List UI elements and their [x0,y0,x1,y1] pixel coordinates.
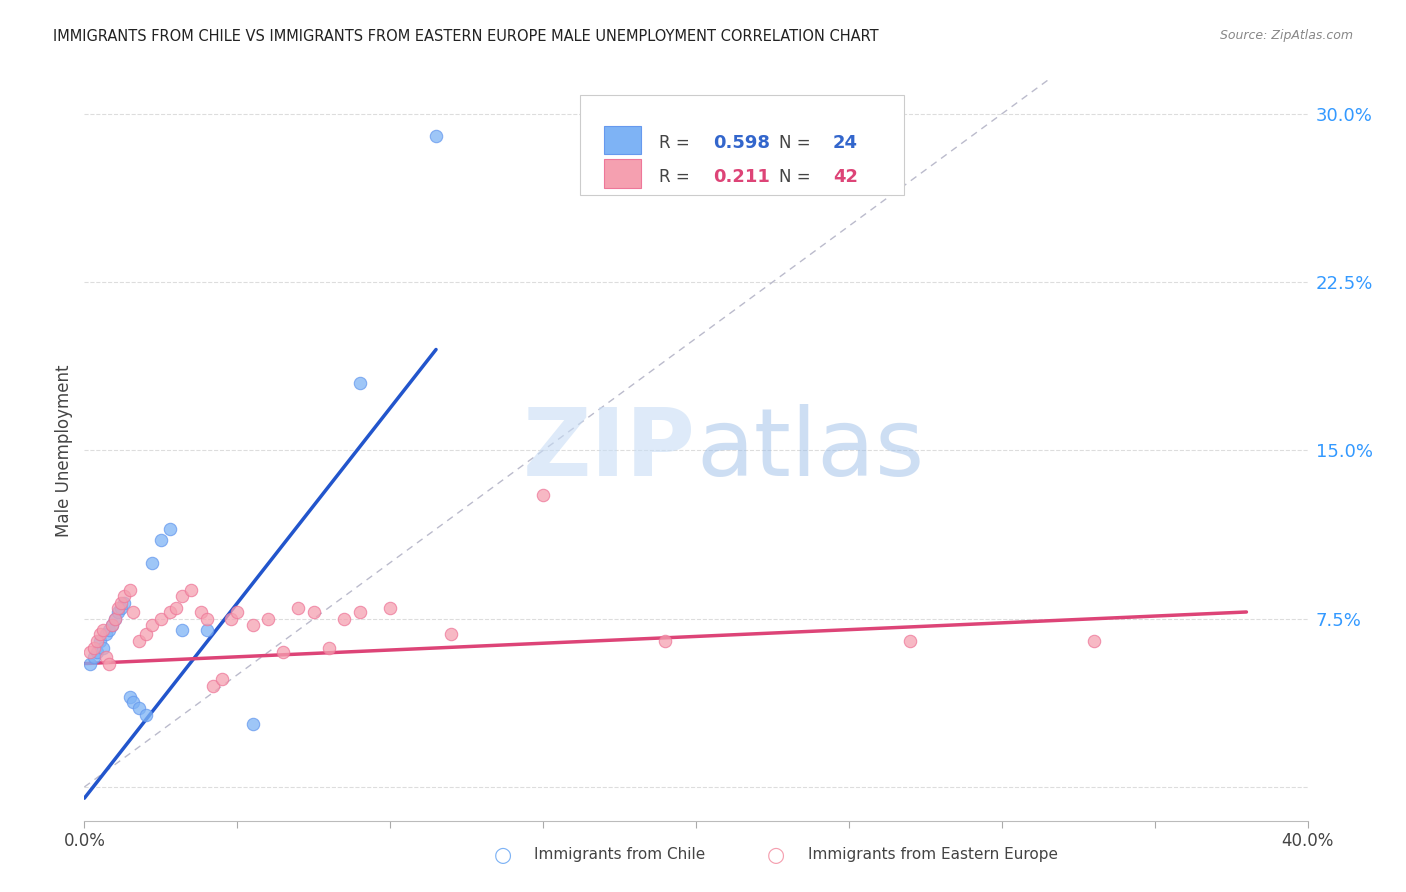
Text: ○: ○ [495,845,512,864]
Text: Immigrants from Chile: Immigrants from Chile [534,847,706,862]
FancyBboxPatch shape [579,95,904,195]
Point [89,634,111,648]
Point [104,612,127,626]
Text: Source: ZipAtlas.com: Source: ZipAtlas.com [1219,29,1353,42]
Point [318,640,340,655]
Point [302,605,325,619]
Point [159,522,181,536]
Text: N =: N = [779,134,815,153]
Text: ZIP: ZIP [523,404,696,497]
Bar [605,160,641,187]
Point [149,533,172,548]
Text: Immigrants from Eastern Europe: Immigrants from Eastern Europe [808,847,1059,862]
Point [101,618,124,632]
Point [898,634,921,648]
Point [242,717,264,731]
Point [287,600,309,615]
Point [89,627,111,641]
Point [440,627,463,641]
Point [107,600,129,615]
Point [195,612,218,626]
Point [79,645,101,659]
Text: 0.598: 0.598 [713,134,770,153]
Point [101,618,124,632]
Text: R =: R = [659,168,696,186]
Text: atlas: atlas [696,404,924,497]
Y-axis label: Male Unemployment: Male Unemployment [55,364,73,537]
Point [349,376,371,391]
Point [112,589,135,603]
Point [122,605,145,619]
Point [128,701,150,715]
Point [349,605,371,619]
Point [110,596,132,610]
Point [257,612,280,626]
Point [141,556,163,570]
Point [531,488,554,502]
Point [107,605,129,619]
Point [122,695,145,709]
Point [180,582,202,597]
Point [201,679,224,693]
Point [83,640,105,655]
Bar [605,126,641,154]
Point [135,627,157,641]
Point [149,612,172,626]
Point [1083,634,1105,648]
Point [94,649,117,664]
Point [128,634,150,648]
Point [165,600,187,615]
Point [333,612,356,626]
Point [120,582,142,597]
Point [135,708,157,723]
Point [425,129,447,144]
Point [219,612,242,626]
Point [141,618,163,632]
Point [86,634,108,648]
Text: 0.211: 0.211 [713,168,770,186]
Point [190,605,212,619]
Point [242,618,264,632]
Point [195,623,218,637]
Text: ○: ○ [768,845,785,864]
Text: IMMIGRANTS FROM CHILE VS IMMIGRANTS FROM EASTERN EUROPE MALE UNEMPLOYMENT CORREL: IMMIGRANTS FROM CHILE VS IMMIGRANTS FROM… [53,29,879,44]
Point [211,673,233,687]
Point [97,657,120,671]
Text: 24: 24 [832,134,858,153]
Point [110,600,132,615]
Point [104,612,127,626]
Text: N =: N = [779,168,815,186]
Point [654,634,676,648]
Point [172,623,194,637]
Point [79,657,101,671]
Point [86,645,108,659]
Point [226,605,249,619]
Point [91,623,114,637]
Point [97,623,120,637]
Text: 42: 42 [832,168,858,186]
Point [380,600,402,615]
Point [94,627,117,641]
Point [172,589,194,603]
Text: R =: R = [659,134,696,153]
Point [159,605,181,619]
Point [271,645,294,659]
Point [83,649,105,664]
Point [112,596,135,610]
Point [120,690,142,705]
Point [91,640,114,655]
